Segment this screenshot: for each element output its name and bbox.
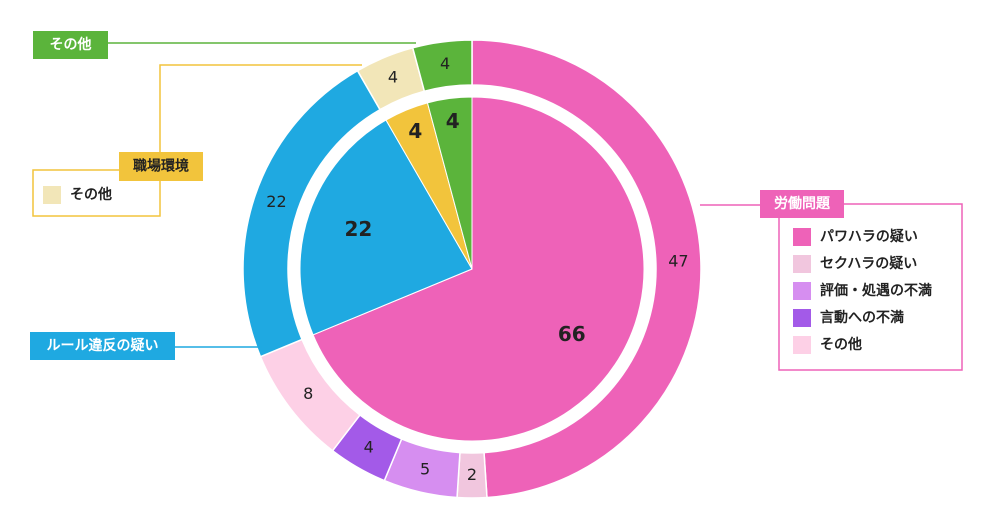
legend-swatch [793,255,811,273]
legend-label: パワハラの疑い [820,229,918,245]
legend-swatch [43,186,61,204]
inner-value-label: 4 [408,119,422,143]
inner-slice [312,96,645,442]
group-label-box [33,31,108,59]
outer-value-label: 4 [364,437,374,456]
inner-slice [299,119,473,336]
legend-swatch [793,282,811,300]
legend-swatch [793,309,811,327]
connector [159,64,362,152]
group-label-box [119,152,203,181]
group-label: 労働問題 [774,195,831,212]
outer-slice [471,39,702,499]
outer-value-label: 8 [303,384,313,403]
legend-label: その他 [70,186,112,203]
inner-slice [426,96,473,270]
group-label: ルール違反の疑い [47,337,159,354]
legend-label: 評価・処遇の不満 [820,282,932,299]
outer-value-label: 5 [420,460,430,479]
group-label-box [760,190,844,218]
legend-swatch [793,228,811,246]
outer-slice [411,39,473,93]
group-label-box [30,332,175,360]
outer-value-label: 4 [440,54,450,73]
group-label: その他 [50,36,92,53]
outer-value-label: 4 [388,68,398,87]
legend-swatch [793,336,811,354]
outer-value-label: 2 [467,465,477,484]
inner-value-label: 66 [558,322,586,346]
group-label: 職場環境 [133,158,189,175]
outer-value-label: 22 [266,192,286,211]
outer-value-label: 47 [668,252,688,271]
inner-value-label: 4 [446,109,460,133]
legend-label: その他 [820,336,862,353]
inner-value-label: 22 [344,217,372,241]
legend-label: セクハラの疑い [820,256,917,272]
legend-label: 言動への不満 [820,309,904,326]
